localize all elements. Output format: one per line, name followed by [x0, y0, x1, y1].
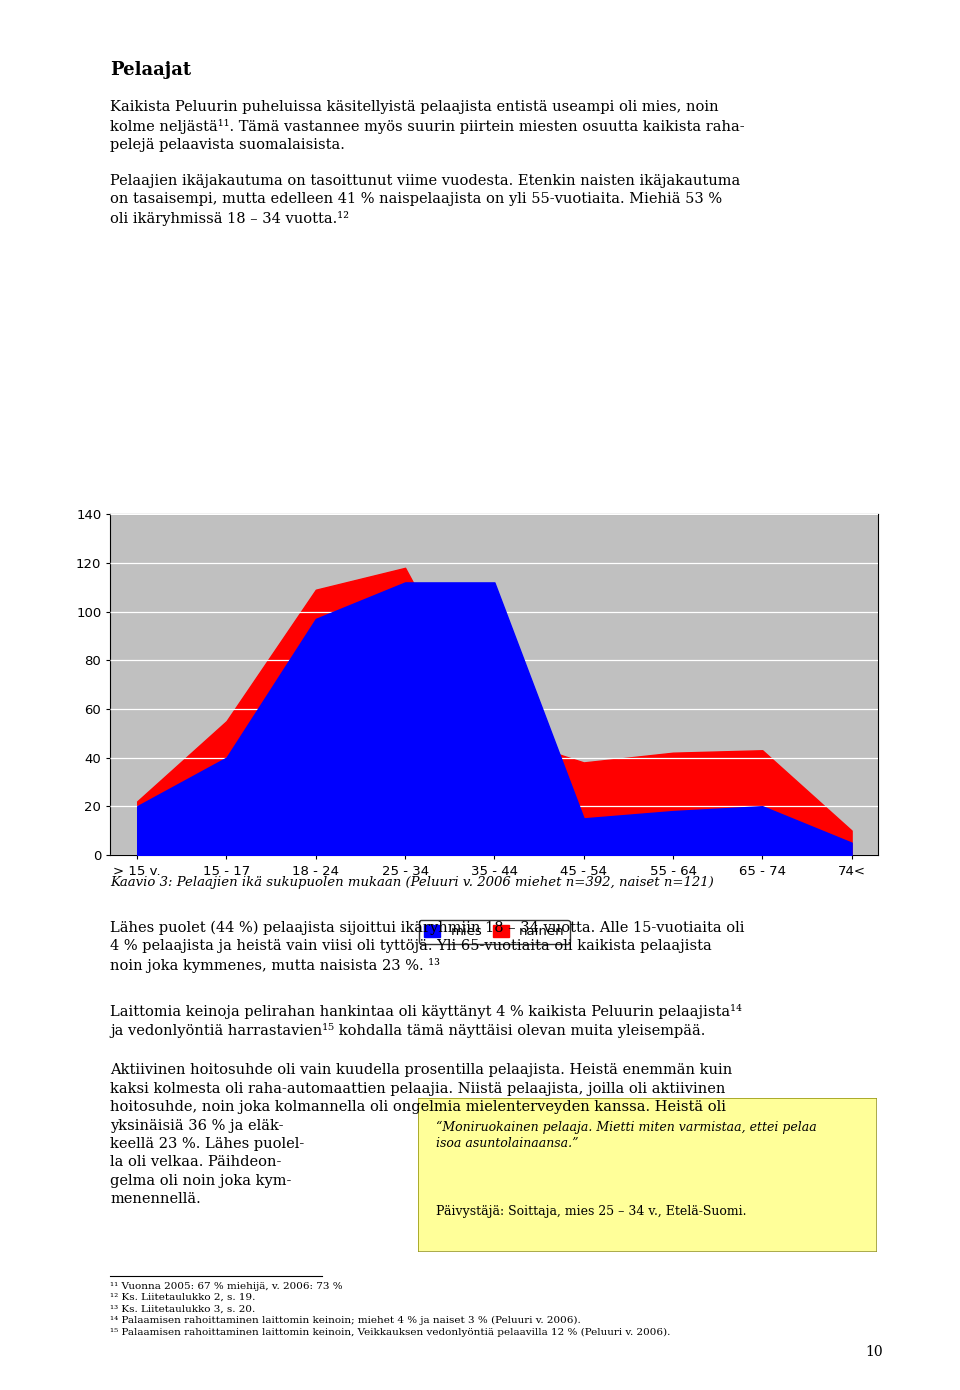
- Text: Pelaajien ikäjakautuma on tasoittunut viime vuodesta. Etenkin naisten ikäjakautu: Pelaajien ikäjakautuma on tasoittunut vi…: [110, 174, 741, 227]
- Text: ¹¹ Vuonna 2005: 67 % miehijä, v. 2006: 73 %
¹² Ks. Liitetaulukko 2, s. 19.
¹³ Ks: ¹¹ Vuonna 2005: 67 % miehijä, v. 2006: 7…: [110, 1282, 671, 1337]
- Text: Kaavio 3: Pelaajien ikä sukupuolen mukaan (Peluuri v. 2006 miehet n=392, naiset : Kaavio 3: Pelaajien ikä sukupuolen mukaa…: [110, 876, 714, 888]
- Legend: mies, nainen: mies, nainen: [419, 920, 570, 944]
- Text: 10: 10: [866, 1346, 883, 1359]
- Text: Kaikista Peluurin puheluissa käsitellyistä pelaajista entistä useampi oli mies, : Kaikista Peluurin puheluissa käsitellyis…: [110, 100, 745, 153]
- Text: Lähes puolet (44 %) pelaajista sijoittui ikäryhmiin 18 – 34 vuotta. Alle 15-vuot: Lähes puolet (44 %) pelaajista sijoittui…: [110, 920, 745, 973]
- Text: Päivystäjä: Soittaja, mies 25 – 34 v., Etelä-Suomi.: Päivystäjä: Soittaja, mies 25 – 34 v., E…: [436, 1205, 747, 1218]
- Text: Aktiivinen hoitosuhde oli vain kuudella prosentilla pelaajista. Heistä enemmän k: Aktiivinen hoitosuhde oli vain kuudella …: [110, 1063, 732, 1207]
- Text: Laittomia keinoja pelirahan hankintaa oli käyttänyt 4 % kaikista Peluurin pelaaj: Laittomia keinoja pelirahan hankintaa ol…: [110, 1004, 742, 1038]
- Text: “Moniruokainen pelaaja. Mietti miten varmistaa, ettei pelaa
isoa asuntolainaansa: “Moniruokainen pelaaja. Mietti miten var…: [436, 1120, 817, 1151]
- Text: Pelaajat: Pelaajat: [110, 61, 192, 79]
